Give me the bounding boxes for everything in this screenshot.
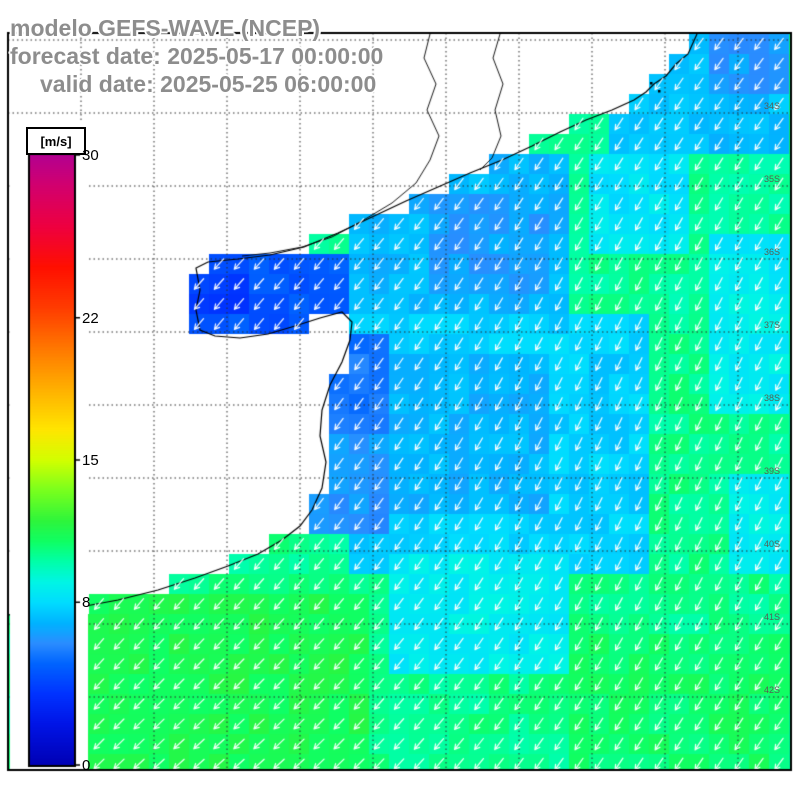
latitude-label: 36S — [764, 247, 781, 257]
latitude-label: 38S — [764, 393, 781, 403]
latitude-label: 40S — [764, 539, 781, 549]
map-title-block: modelo GEFS-WAVE (NCEP) forecast date: 2… — [10, 14, 383, 98]
latitude-label: 34S — [764, 101, 781, 111]
colorbar-tick-label: 30 — [82, 147, 99, 164]
colorbar-tick-label: 0 — [82, 757, 91, 774]
colorbar-unit-label: [m/s] — [26, 127, 86, 155]
colorbar-tick-label: 8 — [82, 594, 91, 612]
latitude-label: 41S — [764, 612, 781, 622]
colorbar-tick-label: 22 — [82, 309, 99, 327]
colorbar-tick-label: 15 — [82, 452, 99, 469]
latitude-label: 42S — [764, 685, 781, 695]
latitude-label: 35S — [764, 174, 781, 184]
model-title: modelo GEFS-WAVE (NCEP) — [10, 15, 321, 41]
forecast-date-line: forecast date: 2025-05-17 00:00:00 — [10, 43, 384, 69]
latitude-label: 39S — [764, 466, 781, 476]
latitude-label: 37S — [764, 320, 781, 330]
valid-date-line: valid date: 2025-05-25 06:00:00 — [40, 71, 377, 97]
